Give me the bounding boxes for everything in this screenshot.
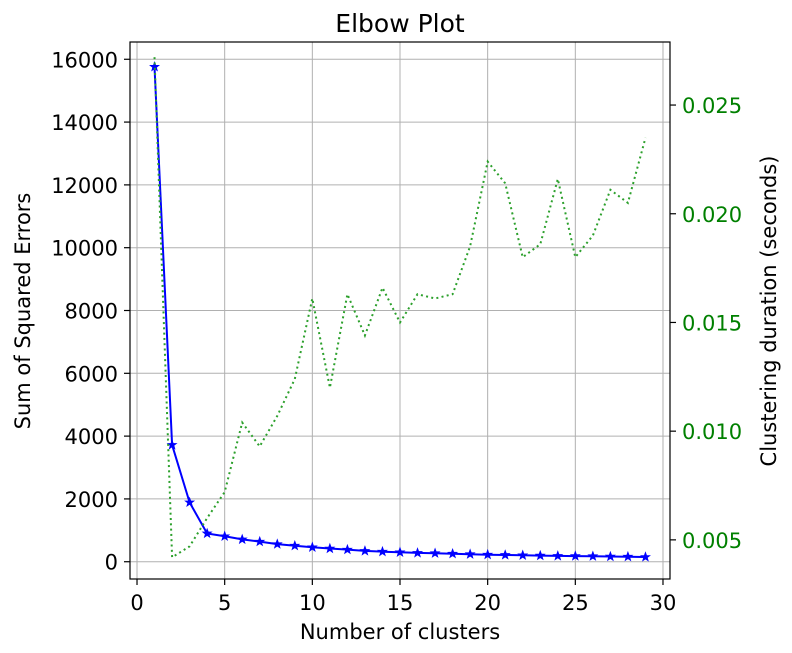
x-tick-label: 5 [218, 591, 231, 615]
x-tick-label: 30 [650, 591, 677, 615]
y-tick-label: 14000 [51, 111, 118, 135]
y-tick-label: 8000 [65, 300, 118, 324]
sse-point [359, 545, 371, 556]
sse-point [447, 547, 459, 559]
sse-point [376, 545, 388, 557]
sse-point [482, 548, 494, 560]
sse-point [552, 550, 564, 561]
ticks: 0 5 10 15 20 25 30 0 2000 4000 6000 8000 10000 12000 1… [51, 48, 742, 615]
sse-point [499, 549, 511, 560]
sse-point [517, 549, 529, 560]
sse-point [201, 527, 213, 539]
y2-tick-label: 0.015 [682, 311, 742, 335]
y-tick-label: 2000 [65, 488, 118, 512]
duration-line [153, 57, 647, 560]
sse-point [324, 542, 336, 554]
y2-axis-title: Clustering duration (seconds) [757, 156, 781, 467]
x-tick-label: 15 [387, 591, 414, 615]
y-tick-label: 10000 [51, 237, 118, 261]
sse-point [289, 539, 301, 551]
series-layer [149, 57, 651, 562]
sse-point [622, 550, 634, 562]
x-axis-title: Number of clusters [300, 620, 500, 644]
sse-point [184, 496, 196, 508]
sse-point [254, 535, 266, 547]
y2-tick-label: 0.025 [682, 94, 742, 118]
y-tick-label: 16000 [51, 48, 118, 72]
sse-point [306, 541, 318, 552]
x-tick-label: 25 [562, 591, 589, 615]
x-tick-label: 10 [299, 591, 326, 615]
sse-point [569, 550, 581, 561]
y-tick-label: 12000 [51, 174, 118, 198]
y-tick-label: 0 [105, 551, 118, 575]
sse-point [639, 551, 651, 562]
x-tick-label: 0 [130, 591, 143, 615]
y-tick-label: 4000 [65, 425, 118, 449]
x-tick-label: 20 [474, 591, 501, 615]
sse-point [464, 548, 476, 559]
y-axis-title: Sum of Squared Errors [11, 193, 35, 430]
sse-point [604, 550, 616, 562]
sse-point [166, 439, 178, 450]
y-tick-label: 6000 [65, 362, 118, 386]
sse-point [271, 538, 283, 549]
grid [130, 42, 670, 579]
chart-title: Elbow Plot [335, 9, 465, 38]
sse-point [412, 547, 424, 558]
y2-tick-label: 0.010 [682, 420, 742, 444]
sse-point [429, 547, 441, 558]
y2-tick-label: 0.005 [682, 529, 742, 553]
sse-point [236, 533, 248, 545]
sse-point [534, 549, 546, 561]
sse-point [587, 550, 599, 561]
y2-tick-label: 0.020 [682, 203, 742, 227]
sse-point [394, 546, 406, 557]
sse-point [219, 530, 231, 541]
sse-point [341, 543, 353, 555]
